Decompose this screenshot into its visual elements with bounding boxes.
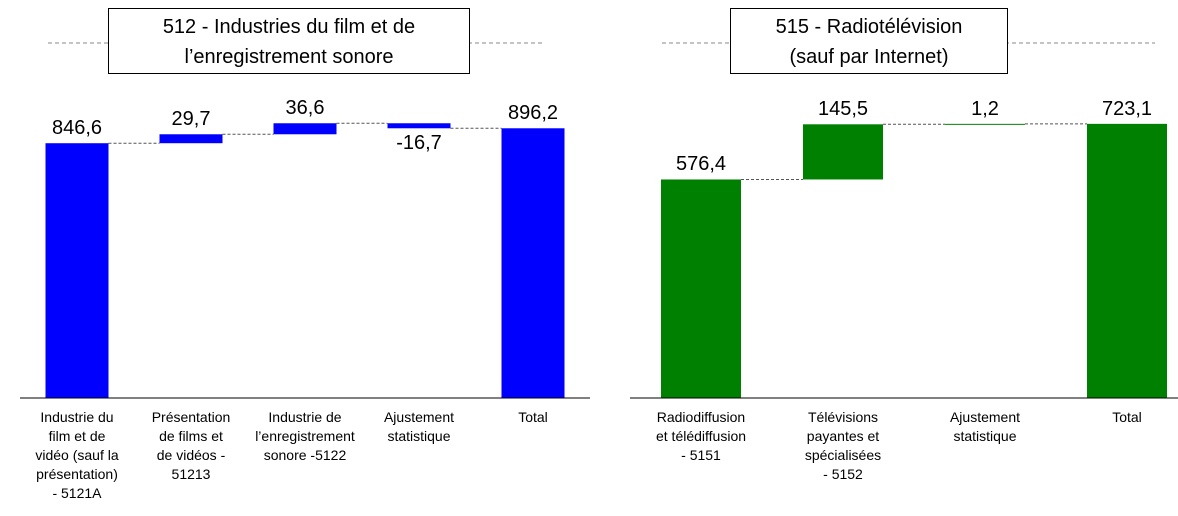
x-tick-label: Présentation de films et de vidéos - 512… <box>151 409 231 482</box>
value-label: 723,1 <box>1101 97 1153 120</box>
x-tick-label: Ajustement statistique <box>949 409 1021 444</box>
value-label: 36,6 <box>285 97 325 120</box>
bar <box>1087 123 1167 398</box>
value-label: -16,7 <box>396 132 442 155</box>
x-tick-label: Télévisions payantes et spécialisées - 5… <box>804 409 882 482</box>
value-label: 896,2 <box>507 102 559 125</box>
value-label: 29,7 <box>171 108 211 131</box>
bar <box>273 123 337 135</box>
bar <box>945 123 1025 125</box>
value-label: 846,6 <box>51 117 103 140</box>
bar <box>45 143 109 398</box>
bar <box>159 134 223 144</box>
x-tick-label: Radiodiffusion et télédiffusion - 5151 <box>655 409 747 463</box>
x-tick-label: Ajustement statistique <box>383 409 455 444</box>
bar <box>387 123 451 129</box>
bar <box>803 124 883 180</box>
chart-title: 512 - Industries du film et de l’enregis… <box>108 8 470 74</box>
bar <box>501 128 565 398</box>
x-tick-label: Industrie de l’enregistrement sonore -51… <box>255 409 355 463</box>
value-label: 1,2 <box>971 97 999 120</box>
x-tick-label: Total <box>1112 409 1142 425</box>
x-tick-label: Total <box>518 409 548 425</box>
x-tick-label: Industrie du film et de vidéo (sauf la p… <box>35 409 119 501</box>
value-label: 145,5 <box>817 98 869 121</box>
value-label: 576,4 <box>675 153 727 176</box>
bar <box>661 179 741 398</box>
chart-title: 515 - Radiotélévision (sauf par Internet… <box>730 8 1008 74</box>
